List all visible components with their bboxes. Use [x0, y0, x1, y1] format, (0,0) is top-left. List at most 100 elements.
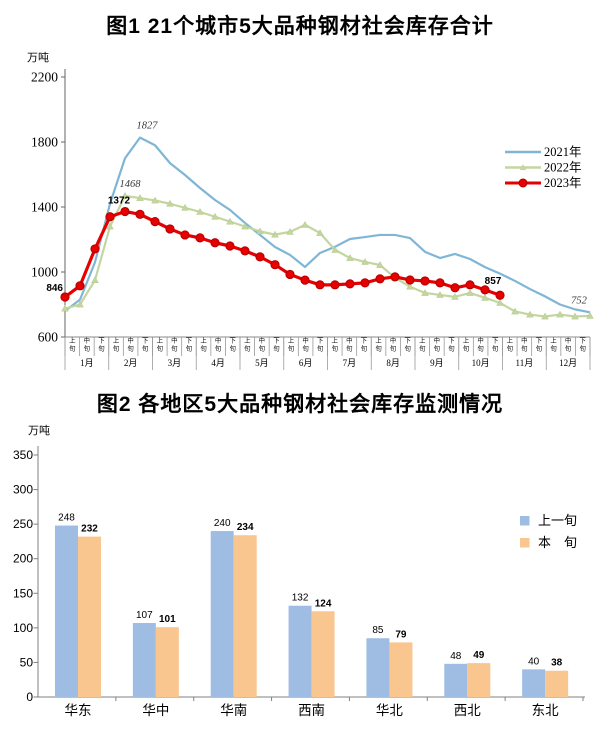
period-label: 旬	[507, 344, 513, 353]
bar-上一旬-华中	[132, 623, 156, 697]
marker-circle	[315, 280, 325, 290]
bar-本 旬-东北	[545, 670, 569, 697]
marker-triangle	[256, 227, 264, 235]
period-label: 旬	[565, 344, 571, 353]
bar-value-label: 240	[214, 518, 231, 529]
bar-value-label: 234	[237, 522, 254, 533]
period-label: 下	[186, 337, 193, 345]
y-tick-label: 150	[13, 586, 33, 600]
marker-triangle	[361, 258, 369, 265]
period-label: 中	[84, 336, 90, 345]
period-label: 旬	[580, 344, 586, 353]
legend-marker-circle	[518, 178, 528, 188]
category-label-东北: 东北	[532, 703, 559, 718]
legend-label: 2021年	[544, 145, 582, 159]
bar-上一旬-西北	[444, 663, 468, 697]
bar-上一旬-华东	[55, 525, 78, 697]
marker-triangle	[241, 222, 249, 230]
marker-circle	[435, 278, 445, 288]
period-label: 中	[259, 336, 265, 345]
marker-triangle	[226, 217, 234, 225]
bar-本 旬-华北	[389, 642, 413, 697]
period-label: 上	[550, 336, 557, 345]
marker-triangle	[271, 230, 279, 238]
period-label: 上	[200, 336, 207, 345]
marker-triangle	[301, 220, 309, 228]
period-label: 下	[273, 337, 280, 345]
period-label: 上	[463, 336, 470, 345]
legend-label: 上一旬	[538, 513, 577, 528]
period-label: 上	[244, 336, 251, 345]
annotation-857: 857	[485, 276, 502, 287]
period-label: 旬	[448, 344, 454, 353]
marker-circle	[135, 209, 145, 219]
period-label: 下	[361, 337, 368, 345]
period-label: 中	[434, 336, 440, 345]
marker-triangle	[466, 289, 474, 296]
month-label: 9月	[430, 358, 444, 368]
period-label: 旬	[186, 344, 192, 353]
bar-本 旬-华南	[233, 535, 257, 697]
period-label: 上	[288, 336, 295, 345]
marker-triangle	[346, 254, 354, 261]
figure2-title: 图2 各地区5大品种钢材社会库存监测情况	[96, 393, 504, 416]
period-label: 旬	[405, 344, 411, 353]
legend-marker-triangle	[519, 164, 527, 171]
legend-item-2023年: 2023年	[505, 176, 582, 190]
bar-上一旬-东北	[522, 669, 546, 697]
legend-swatch	[520, 516, 530, 526]
period-label: 旬	[200, 344, 206, 353]
bar-本 旬-华东	[78, 536, 101, 697]
marker-triangle	[286, 227, 294, 235]
period-label: 上	[507, 336, 514, 345]
marker-triangle	[541, 312, 549, 320]
period-label: 中	[521, 336, 527, 345]
period-label: 下	[142, 337, 149, 345]
marker-triangle	[451, 292, 459, 300]
marker-triangle	[61, 304, 69, 312]
bar-value-label: 38	[551, 658, 563, 669]
period-label: 下	[536, 337, 543, 345]
period-label: 中	[127, 336, 133, 345]
period-label: 上	[375, 336, 382, 345]
x-axis-table: 上旬中旬下旬1月上旬中旬下旬2月上旬中旬下旬3月上旬中旬下旬4月上旬中旬下旬5月…	[64, 336, 591, 370]
marker-triangle	[556, 310, 564, 318]
marker-circle	[60, 292, 70, 302]
marker-circle	[480, 285, 490, 295]
series-line-2023年	[64, 209, 501, 299]
month-label: 5月	[255, 358, 269, 368]
legend-item-2022年: 2022年	[505, 161, 582, 175]
period-label: 旬	[361, 344, 367, 353]
period-label: 旬	[171, 344, 177, 353]
marker-triangle	[436, 291, 444, 298]
period-label: 旬	[332, 344, 338, 353]
marker-circle	[180, 230, 190, 240]
period-label: 旬	[463, 344, 469, 353]
marker-circle	[120, 206, 130, 217]
marker-triangle	[181, 203, 189, 211]
category-label-华北: 华北	[376, 703, 403, 718]
marker-circle	[345, 279, 355, 289]
bar-上一旬-西南	[288, 605, 312, 697]
marker-triangle	[526, 310, 534, 318]
marker-circle	[195, 233, 205, 243]
marker-circle	[240, 246, 250, 256]
period-label: 上	[69, 336, 76, 345]
period-label: 下	[580, 337, 587, 345]
month-label: 8月	[386, 358, 400, 368]
y-axis-unit: 万吨	[27, 51, 49, 64]
period-label: 旬	[157, 344, 163, 353]
period-label: 旬	[113, 344, 119, 353]
y-tick-label: 350	[13, 448, 33, 462]
period-label: 中	[477, 336, 483, 345]
bar-value-label: 124	[315, 598, 332, 609]
legend-item-上一旬: 上一旬	[520, 513, 577, 528]
bar-value-label: 107	[136, 610, 153, 621]
marker-circle	[105, 212, 115, 222]
month-label: 4月	[211, 358, 225, 368]
period-label: 旬	[492, 344, 498, 353]
legend-label: 本 旬	[538, 535, 577, 550]
series-line-2021年	[64, 136, 591, 314]
